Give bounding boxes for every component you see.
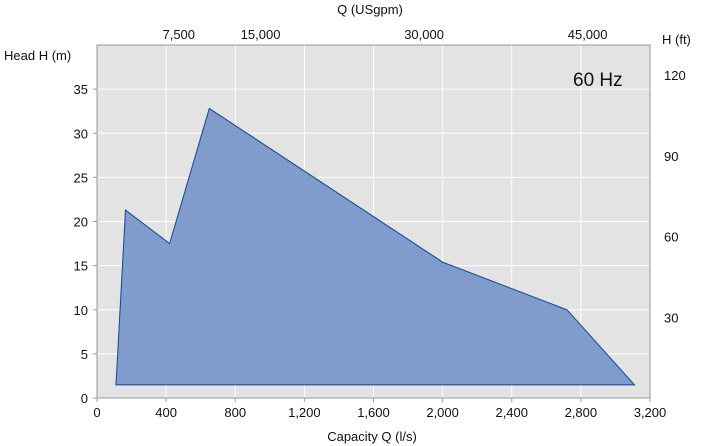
y-tick-label-2: 10 [74, 303, 88, 318]
top-tick-label-2: 30,000 [404, 27, 444, 42]
x-axis-ticks: 0 400 800 1,200 1,600 2,000 2,400 2,800 3,200 [93, 398, 666, 420]
x-tick-label-1: 400 [155, 405, 177, 420]
x-tick-label-8: 3,200 [634, 405, 667, 420]
y-tick-label-5: 25 [74, 170, 88, 185]
x-tick-label-3: 1,200 [288, 405, 321, 420]
top-axis-title: Q (USgpm) [337, 2, 403, 17]
right-axis-ticks: 30 60 90 120 [664, 68, 686, 325]
right-axis-title: H (ft) [662, 32, 691, 47]
top-tick-label-1: 15,000 [241, 27, 281, 42]
y-tick-label-4: 20 [74, 215, 88, 230]
bottom-axis-title: Capacity Q (l/s) [327, 429, 417, 444]
operating-range-area [115, 107, 636, 386]
right-tick-label-2: 90 [664, 149, 678, 164]
y-tick-label-1: 5 [81, 347, 88, 362]
top-tick-label-0: 7,500 [162, 27, 195, 42]
y-tick-label-7: 35 [74, 82, 88, 97]
left-axis-title: Head H (m) [4, 48, 71, 63]
x-tick-label-2: 800 [224, 405, 246, 420]
right-tick-label-1: 60 [664, 230, 678, 245]
x-tick-label-6: 2,400 [495, 405, 528, 420]
y-axis-ticks: 0 5 10 15 20 25 30 35 [74, 82, 97, 406]
top-axis-ticks: 7,500 15,000 30,000 45,000 [162, 27, 607, 42]
x-tick-label-5: 2,000 [426, 405, 459, 420]
y-tick-label-0: 0 [81, 391, 88, 406]
top-tick-label-3: 45,000 [568, 27, 608, 42]
right-tick-label-0: 30 [664, 310, 678, 325]
x-tick-label-7: 2,800 [565, 405, 598, 420]
x-tick-label-4: 1,600 [357, 405, 390, 420]
frequency-annotation: 60 Hz [573, 70, 623, 91]
y-tick-label-6: 30 [74, 126, 88, 141]
right-tick-label-3: 120 [664, 68, 686, 83]
y-tick-label-3: 15 [74, 259, 88, 274]
x-tick-label-0: 0 [93, 405, 100, 420]
